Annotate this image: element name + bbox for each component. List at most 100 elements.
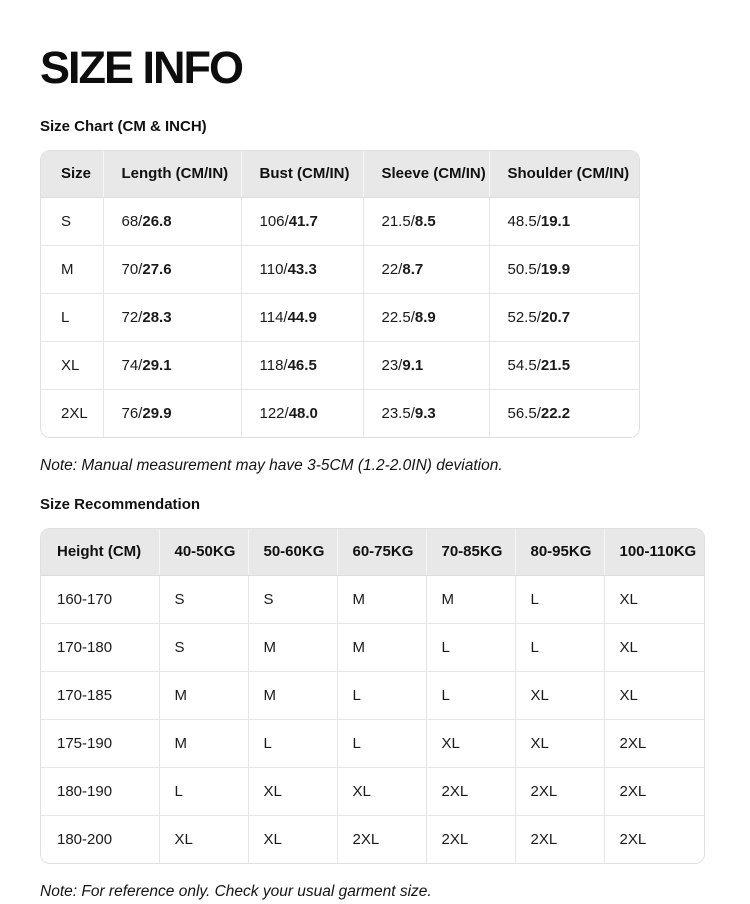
recommended-size-cell: M	[337, 575, 427, 624]
size-chart-row: M 70/27.6 110/43.3 22/8.7 50.5/19.9	[41, 245, 639, 294]
size-cell: 2XL	[41, 389, 104, 437]
size-chart-row: S 68/26.8 106/41.7 21.5/8.5 48.5/19.1	[41, 197, 639, 246]
size-recommendation-heading: Size Recommendation	[40, 496, 201, 513]
recommended-size-cell: 2XL	[515, 767, 605, 816]
size-chart-column-header: Sleeve (CM/IN)	[363, 151, 490, 198]
recommended-size-cell: XL	[248, 815, 338, 863]
measurement-cell: 118/46.5	[241, 341, 364, 390]
recommended-size-cell: L	[337, 719, 427, 768]
measurement-cell: 70/27.6	[103, 245, 242, 294]
size-recommendation-table: Height (CM) 40-50KG 50-60KG 60-75KG 70-85KG 8…	[40, 528, 705, 864]
size-cell: L	[41, 293, 104, 342]
measurement-cell: 22.5/8.9	[363, 293, 490, 342]
recommended-size-cell: M	[337, 623, 427, 672]
measurement-cell: 110/43.3	[241, 245, 364, 294]
recommended-size-cell: M	[159, 671, 249, 720]
measurement-cell: 23/9.1	[363, 341, 490, 390]
recommended-size-cell: L	[337, 671, 427, 720]
size-recommendation-column-header: 50-60KG	[248, 529, 338, 576]
recommended-size-cell: S	[159, 623, 249, 672]
recommended-size-cell: 2XL	[337, 815, 427, 863]
size-cell: M	[41, 245, 104, 294]
measurement-cell: 52.5/20.7	[489, 293, 639, 342]
recommended-size-cell: L	[515, 575, 605, 624]
size-recommendation-row: 170-180 S M M L L XL	[41, 623, 704, 672]
size-chart-column-header: Bust (CM/IN)	[241, 151, 364, 198]
recommended-size-cell: XL	[337, 767, 427, 816]
size-chart-header: Size Length (CM/IN) Bust (CM/IN) Sleeve (CM…	[41, 151, 639, 198]
page-title: SIZE INFO	[40, 42, 244, 93]
recommended-size-cell: M	[426, 575, 516, 624]
height-cell: 175-190	[41, 719, 160, 768]
recommended-size-cell: 2XL	[515, 815, 605, 863]
recommended-size-cell: L	[159, 767, 249, 816]
recommended-size-cell: 2XL	[604, 719, 704, 768]
size-recommendation-note: Note: For reference only. Check your usu…	[40, 883, 432, 900]
recommended-size-cell: 2XL	[604, 815, 704, 863]
measurement-cell: 21.5/8.5	[363, 197, 490, 246]
recommended-size-cell: XL	[248, 767, 338, 816]
size-recommendation-row: 180-190 L XL XL 2XL 2XL 2XL	[41, 767, 704, 816]
size-recommendation-row: 170-185 M M L L XL XL	[41, 671, 704, 720]
size-recommendation-row: 175-190 M L L XL XL 2XL	[41, 719, 704, 768]
measurement-cell: 54.5/21.5	[489, 341, 639, 390]
recommended-size-cell: XL	[604, 575, 704, 624]
recommended-size-cell: M	[248, 623, 338, 672]
size-recommendation-header: Height (CM) 40-50KG 50-60KG 60-75KG 70-85KG 8…	[41, 529, 704, 576]
recommended-size-cell: XL	[515, 671, 605, 720]
size-chart-column-header: Shoulder (CM/IN)	[489, 151, 639, 198]
size-recommendation-column-header: 40-50KG	[159, 529, 249, 576]
size-chart-column-header: Size	[41, 151, 104, 198]
recommended-size-cell: M	[159, 719, 249, 768]
measurement-cell: 122/48.0	[241, 389, 364, 437]
size-recommendation-column-header: 70-85KG	[426, 529, 516, 576]
measurement-cell: 23.5/9.3	[363, 389, 490, 437]
size-recommendation-row: 160-170 S S M M L XL	[41, 575, 704, 624]
height-cell: 160-170	[41, 575, 160, 624]
recommended-size-cell: L	[515, 623, 605, 672]
size-cell: S	[41, 197, 104, 246]
measurement-cell: 74/29.1	[103, 341, 242, 390]
measurement-cell: 56.5/22.2	[489, 389, 639, 437]
measurement-cell: 76/29.9	[103, 389, 242, 437]
size-recommendation-column-header: 80-95KG	[515, 529, 605, 576]
recommended-size-cell: XL	[159, 815, 249, 863]
recommended-size-cell: XL	[426, 719, 516, 768]
measurement-cell: 50.5/19.9	[489, 245, 639, 294]
measurement-cell: 106/41.7	[241, 197, 364, 246]
size-chart-heading: Size Chart (CM & INCH)	[40, 118, 207, 135]
recommended-size-cell: XL	[604, 623, 704, 672]
recommended-size-cell: L	[426, 623, 516, 672]
recommended-size-cell: 2XL	[426, 815, 516, 863]
measurement-cell: 114/44.9	[241, 293, 364, 342]
size-recommendation-row: 180-200 XL XL 2XL 2XL 2XL 2XL	[41, 815, 704, 863]
size-chart-table: Size Length (CM/IN) Bust (CM/IN) Sleeve (CM…	[40, 150, 640, 438]
height-cell: 180-190	[41, 767, 160, 816]
recommended-size-cell: 2XL	[604, 767, 704, 816]
measurement-cell: 68/26.8	[103, 197, 242, 246]
size-cell: XL	[41, 341, 104, 390]
height-cell: 170-185	[41, 671, 160, 720]
height-cell: 180-200	[41, 815, 160, 863]
size-chart-row: 2XL 76/29.9 122/48.0 23.5/9.3 56.5/22.2	[41, 389, 639, 437]
measurement-cell: 48.5/19.1	[489, 197, 639, 246]
size-chart-note: Note: Manual measurement may have 3-5CM …	[40, 457, 503, 474]
recommended-size-cell: XL	[604, 671, 704, 720]
recommended-size-cell: XL	[515, 719, 605, 768]
recommended-size-cell: L	[426, 671, 516, 720]
size-chart-column-header: Length (CM/IN)	[103, 151, 242, 198]
size-recommendation-column-header: 100-110KG	[604, 529, 704, 576]
recommended-size-cell: 2XL	[426, 767, 516, 816]
measurement-cell: 72/28.3	[103, 293, 242, 342]
height-cell: 170-180	[41, 623, 160, 672]
recommended-size-cell: S	[248, 575, 338, 624]
measurement-cell: 22/8.7	[363, 245, 490, 294]
size-chart-row: XL 74/29.1 118/46.5 23/9.1 54.5/21.5	[41, 341, 639, 390]
recommended-size-cell: L	[248, 719, 338, 768]
size-recommendation-column-header: Height (CM)	[41, 529, 160, 576]
size-chart-row: L 72/28.3 114/44.9 22.5/8.9 52.5/20.7	[41, 293, 639, 342]
size-recommendation-column-header: 60-75KG	[337, 529, 427, 576]
recommended-size-cell: S	[159, 575, 249, 624]
recommended-size-cell: M	[248, 671, 338, 720]
